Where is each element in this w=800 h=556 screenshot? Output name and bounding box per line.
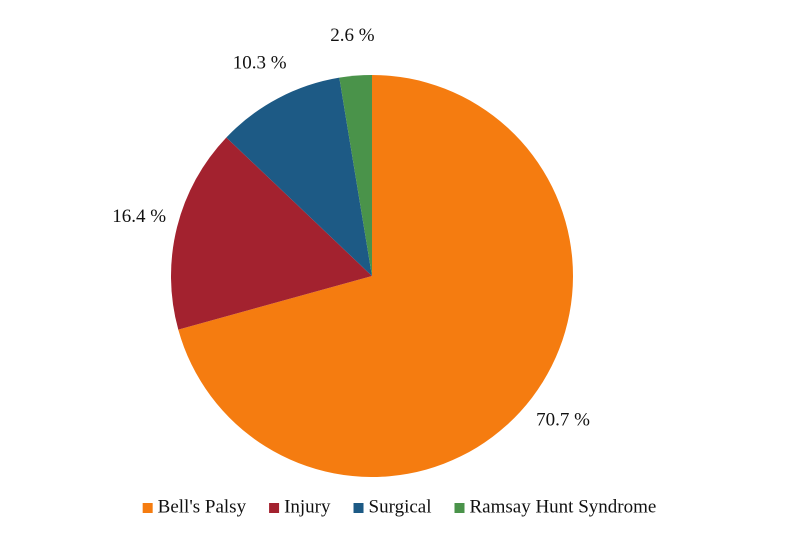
pie-slice	[171, 137, 372, 330]
legend-label: Surgical	[369, 496, 432, 517]
pie-slice	[178, 75, 573, 478]
legend-label: Bell's Palsy	[158, 496, 247, 517]
legend-marker	[353, 503, 364, 513]
data-label: 70.7 %	[536, 410, 590, 431]
data-label: 2.6 %	[330, 25, 375, 46]
legend-label: Ramsay Hunt Syndrome	[470, 496, 657, 517]
pie-slice	[226, 77, 372, 277]
pie-slice	[339, 75, 372, 276]
data-label: 10.3 %	[233, 52, 287, 73]
data-label: 16.4 %	[112, 206, 166, 227]
legend-marker	[269, 503, 280, 513]
legend-label: Injury	[284, 496, 331, 517]
legend-marker	[142, 503, 153, 513]
legend-marker	[454, 503, 465, 513]
